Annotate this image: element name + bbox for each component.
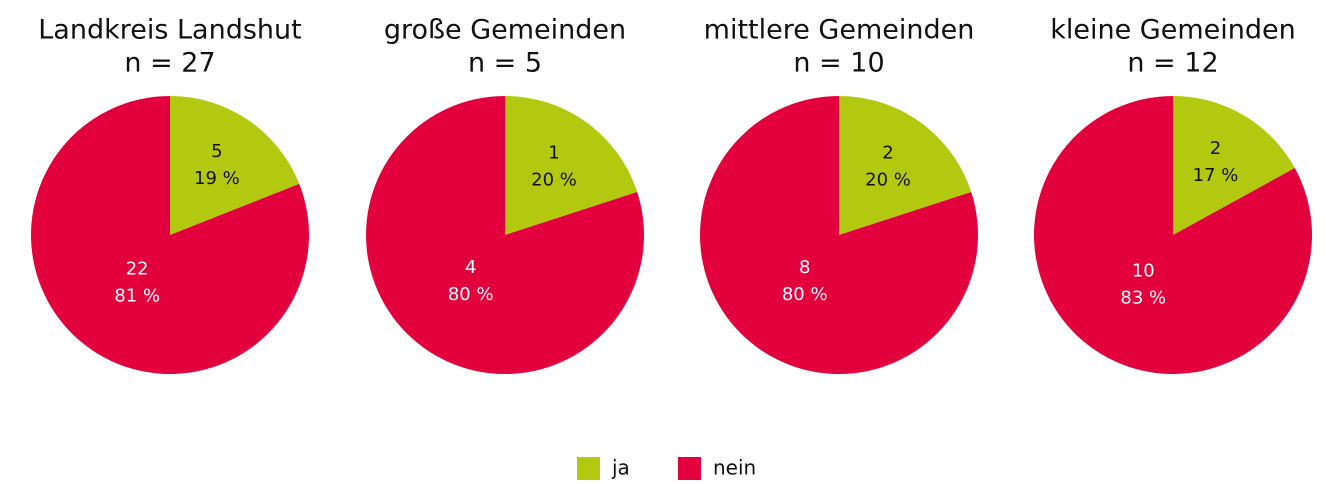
legend-swatch [577,457,600,480]
slice-count: 10 [1132,260,1155,281]
slice-label: 20 % [531,170,577,191]
legend-label: nein [713,456,756,480]
slice-count: 2 [882,143,893,164]
slice-count: 4 [465,257,476,278]
chart-title: große Gemeinden [384,15,626,46]
slice-label: 80 % [782,284,828,305]
slice-label: 81 % [114,285,160,306]
pie-slice [505,96,638,235]
chart-subtitle: n = 5 [468,48,542,79]
slice-count: 2 [1210,138,1221,159]
slice-label: 17 % [1193,165,1239,186]
slice-count: 5 [211,141,222,162]
pie-slice [1034,96,1312,374]
pie-slice [1173,96,1295,235]
slice-count: 22 [126,258,149,279]
slice-label: 83 % [1120,287,1166,308]
slice-label: 80 % [448,284,494,305]
chart-subtitle: n = 12 [1127,48,1218,79]
pie-slice [839,96,972,235]
chart-title: kleine Gemeinden [1050,15,1295,46]
pie-slice [170,96,300,235]
legend-label: ja [611,456,630,480]
chart-subtitle: n = 10 [793,48,884,79]
legend-swatch [678,457,701,480]
slice-count: 1 [548,143,559,164]
pie-slice [365,96,644,375]
slice-label: 19 % [194,168,240,189]
chart-title: Landkreis Landshut [38,15,301,46]
chart-subtitle: n = 27 [124,48,215,79]
pie-slice [30,96,309,374]
pie-slice [700,96,978,375]
chart-title: mittlere Gemeinden [704,15,975,46]
slice-label: 20 % [865,170,911,191]
slice-count: 8 [799,257,810,278]
